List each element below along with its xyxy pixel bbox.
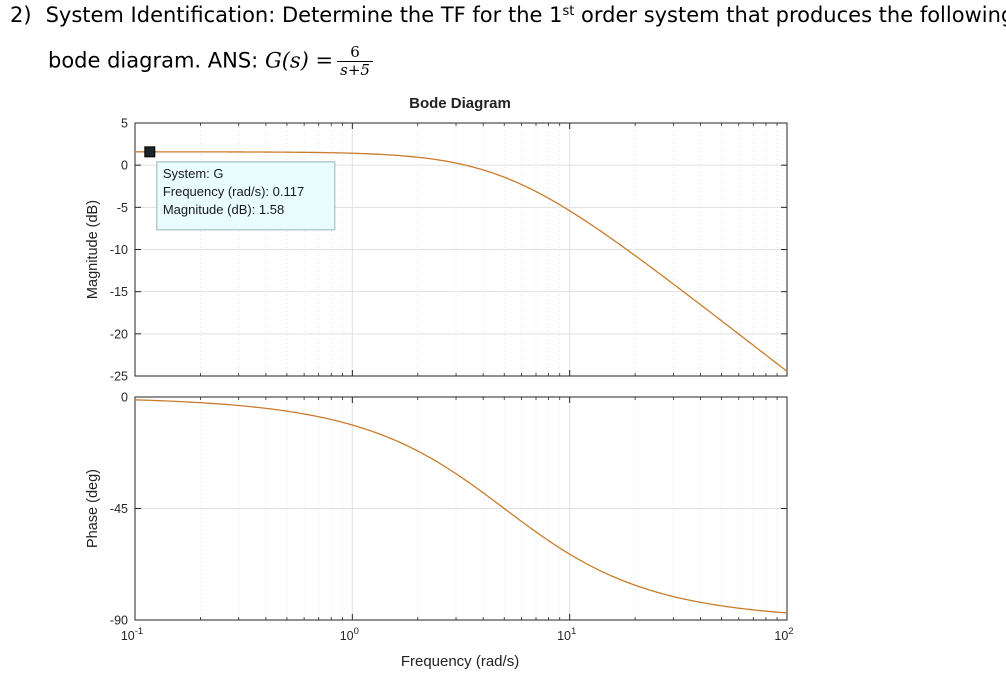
y-tick-label: -25 [110, 370, 128, 384]
phase-curve [134, 399, 788, 614]
plot-frame [134, 122, 788, 377]
data-tip-box [156, 161, 336, 231]
y-tick-label: -90 [110, 614, 128, 628]
y-tick-label: 0 [121, 159, 128, 173]
phase-panel: 0 -45 -90 Phase (deg) [85, 391, 788, 628]
x-tick-label: 102 [774, 626, 793, 643]
x-tick-label: 100 [340, 626, 359, 643]
y-tick-label: 5 [121, 117, 128, 131]
y-tick-label: -45 [110, 502, 128, 516]
x-tick-label: 101 [557, 626, 576, 643]
frequency-axis: 10-1 100 101 102 [121, 626, 794, 643]
question-answer-prefix: bode diagram. ANS: [48, 48, 265, 73]
data-tip[interactable]: System: G Frequency (rad/s): 0.117 Magnitu… [144, 146, 336, 231]
y-tick-label: -20 [110, 327, 128, 341]
data-tip-line: System: G [163, 166, 224, 181]
question-line-2: bode diagram. ANS: G(s) = 6 s+5 [48, 44, 373, 79]
answer-lhs: G(s) = [264, 48, 334, 73]
data-tip-marker [144, 146, 156, 158]
y-axis-label: Magnitude (dB) [85, 200, 101, 299]
y-tick-label: 0 [121, 391, 128, 405]
answer-fraction: 6 s+5 [337, 44, 373, 79]
question-number: 2) [10, 3, 32, 27]
data-tip-line: Frequency (rad/s): 0.117 [163, 184, 304, 199]
y-axis-label: Phase (deg) [85, 469, 101, 548]
question-line-1: 2) System Identification: Determine the T… [10, 3, 1006, 27]
magnitude-panel: 5 0 -5 -10 -15 -20 -25 Magnitude (dB) [85, 117, 788, 384]
y-tick-label: -15 [110, 285, 128, 299]
answer-denominator: s+5 [340, 61, 370, 79]
y-tick-label: -5 [117, 201, 128, 215]
question-superscript: st [562, 4, 575, 19]
x-axis-label: Frequency (rad/s) [401, 653, 519, 670]
y-tick-label: -10 [110, 243, 128, 257]
x-tick-label: 10-1 [121, 626, 143, 643]
magnitude-curve [135, 151, 788, 372]
answer-numerator: 6 [337, 44, 373, 62]
data-tip-line: Magnitude (dB): 1.58 [163, 202, 284, 217]
question-text-part: order system that produces the following [574, 3, 1006, 27]
plot-frame [134, 396, 788, 621]
question-text-part: System Identification: Determine the TF … [45, 3, 563, 27]
chart-title: Bode Diagram [409, 95, 511, 112]
